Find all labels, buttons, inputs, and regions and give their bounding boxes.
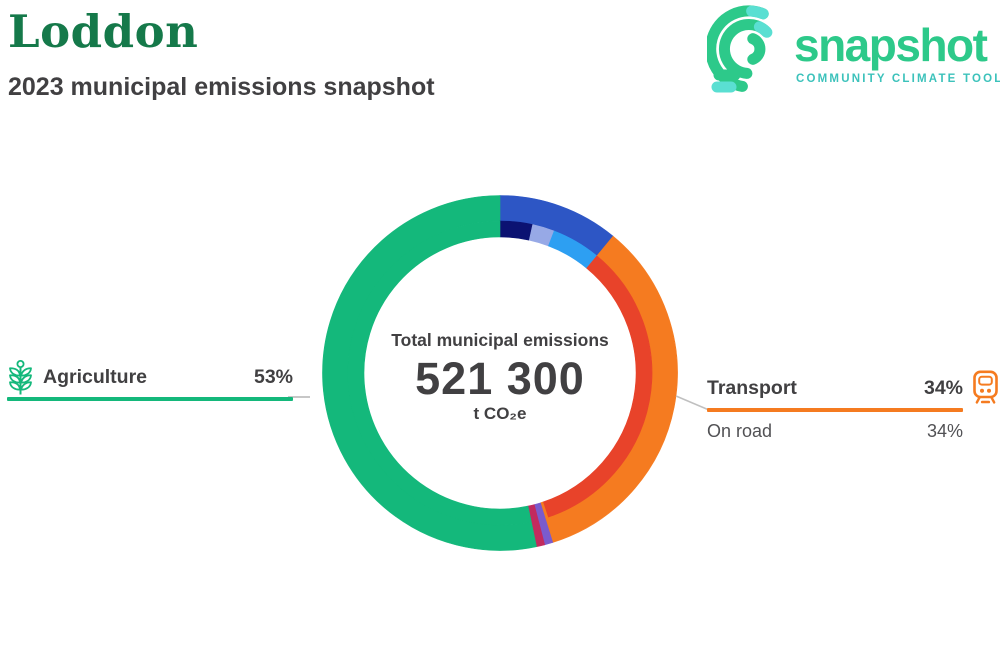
donut-center-label: Total municipal emissions	[391, 330, 609, 350]
donut-center-unit: t CO₂e	[473, 404, 527, 423]
transport-callout: Transport 34% On road	[707, 369, 998, 442]
agriculture-value: 53%	[253, 365, 293, 388]
page-subtitle: 2023 municipal emissions snapshot	[8, 73, 435, 101]
transport-underline	[707, 408, 963, 412]
onroad-value: 34%	[926, 421, 963, 441]
donut-center-value: 521 300	[415, 353, 585, 404]
train-icon	[973, 370, 998, 404]
snapshot-logo-icon	[707, 5, 773, 93]
plant-icon	[9, 359, 32, 394]
agriculture-callout: Agriculture 53%	[7, 357, 293, 401]
transport-label: Transport	[707, 377, 797, 399]
inner-segment-unlabeled-navy[interactable]	[499, 220, 534, 241]
transport-value: 34%	[923, 377, 963, 399]
agriculture-leader-line	[288, 396, 310, 398]
snapshot-wordmark: snapshot	[794, 19, 988, 71]
emissions-donut[interactable]	[300, 173, 700, 573]
inner-segment-agriculture[interactable]	[347, 220, 532, 526]
transport-leader-line	[675, 395, 710, 411]
agriculture-label: Agriculture	[43, 365, 148, 388]
agriculture-underline	[7, 397, 293, 401]
page-title: Loddon	[8, 5, 199, 58]
snapshot-tagline: COMMUNITY CLIMATE TOOL	[796, 73, 1000, 85]
transport-subrow-onroad: On road 34%	[707, 412, 963, 442]
onroad-label: On road	[707, 421, 773, 441]
